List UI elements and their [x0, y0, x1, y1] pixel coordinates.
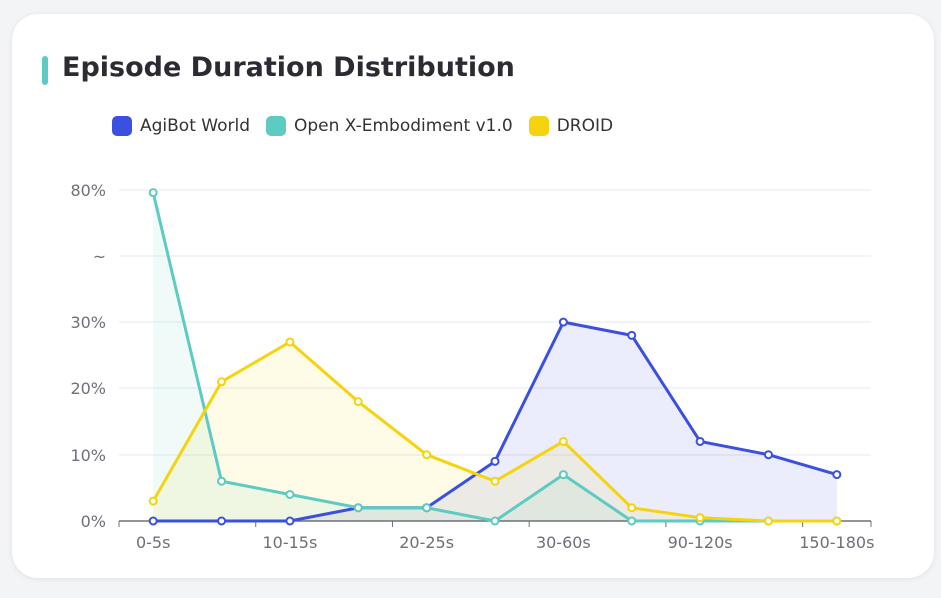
y-tick-label: ~	[93, 247, 106, 266]
data-point	[490, 516, 500, 526]
data-point	[285, 516, 295, 526]
legend-label: DROID	[556, 116, 614, 136]
x-tick-label: 90-120s	[668, 533, 733, 552]
data-point	[627, 330, 637, 340]
y-tick-label: 0%	[81, 512, 106, 531]
legend-swatch	[528, 116, 549, 136]
x-tick-label: 0-5s	[136, 533, 170, 552]
data-point	[422, 503, 432, 513]
data-point	[832, 470, 842, 480]
y-tick-label: 80%	[70, 181, 106, 200]
area-2	[153, 341, 837, 521]
x-tick-label: 10-15s	[262, 533, 317, 552]
y-tick-label: 10%	[70, 446, 106, 465]
data-point	[627, 503, 637, 513]
data-point	[627, 516, 637, 526]
data-point	[558, 436, 568, 446]
data-point	[490, 476, 500, 486]
data-point	[558, 317, 568, 327]
area-1	[153, 192, 837, 521]
legend-label: AgiBot World	[140, 116, 250, 136]
data-point	[285, 337, 295, 347]
data-point	[148, 516, 158, 526]
data-point	[285, 489, 295, 499]
data-point	[217, 476, 227, 486]
data-point	[763, 516, 773, 526]
legend-swatch	[112, 116, 132, 136]
legend-swatch	[266, 116, 286, 136]
data-point	[490, 456, 500, 466]
title-accent-bar	[42, 56, 48, 85]
data-point	[763, 450, 773, 460]
chart-title: Episode Duration Distribution	[62, 52, 515, 83]
x-tick-label: 30-60s	[536, 533, 591, 552]
x-tick-label: 150-180s	[799, 533, 874, 552]
legend-item-agibot[interactable]: AgiBot World	[112, 116, 250, 136]
y-tick-label: 30%	[70, 313, 106, 332]
data-point	[695, 436, 705, 446]
chart-card	[12, 14, 934, 578]
data-point	[148, 496, 158, 506]
data-point	[148, 188, 158, 198]
data-point	[353, 397, 363, 407]
data-point	[217, 377, 227, 387]
data-point	[217, 516, 227, 526]
data-point	[558, 470, 568, 480]
legend: AgiBot World Open X-Embodiment v1.0 DROI…	[112, 116, 613, 136]
area-0	[153, 322, 837, 521]
x-tick-label: 20-25s	[399, 533, 454, 552]
data-point	[695, 513, 705, 523]
y-tick-label: 20%	[70, 379, 106, 398]
data-point	[832, 516, 842, 526]
legend-item-droid[interactable]: DROID	[528, 116, 614, 136]
legend-item-oxe[interactable]: Open X-Embodiment v1.0	[266, 116, 513, 136]
data-point	[353, 503, 363, 513]
legend-label: Open X-Embodiment v1.0	[294, 116, 513, 136]
data-point	[422, 450, 432, 460]
